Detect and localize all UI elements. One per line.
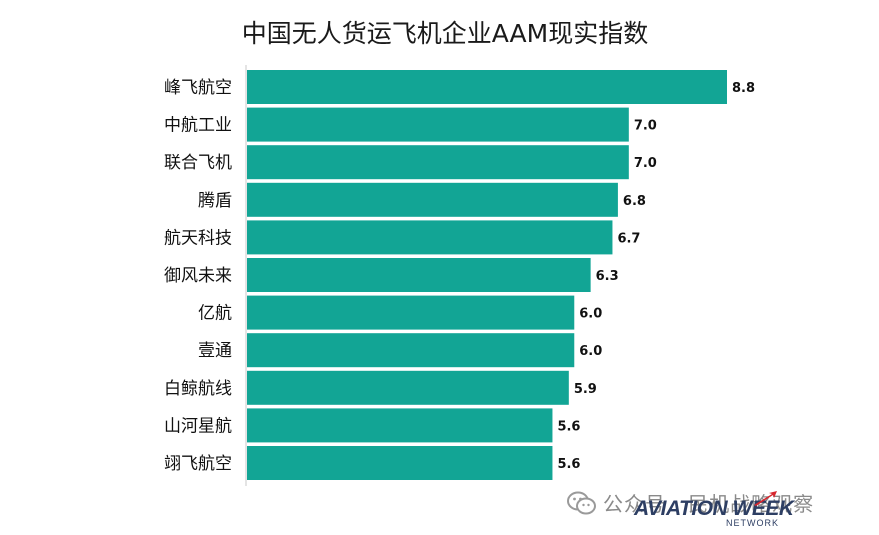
bar-group: 峰飞航空 8.8 中航工业 7.0 联合飞机 7.0 腾盾 6.8 航天科技 6.7 御风未来 6.3… (164, 70, 755, 480)
category-label: 腾盾 (198, 191, 232, 211)
bar-4 (247, 182, 618, 217)
value-label: 5.6 (557, 419, 580, 434)
value-label: 7.0 (634, 156, 657, 171)
category-label: 山河星航 (164, 416, 232, 436)
category-label: 联合飞机 (164, 153, 232, 173)
value-label: 6.0 (579, 344, 602, 359)
bar-3 (247, 145, 629, 180)
logo-sub-text: NETWORK (726, 518, 779, 528)
category-label: 峰飞航空 (164, 78, 232, 98)
category-label: 亿航 (198, 304, 232, 324)
bar-7 (247, 295, 575, 330)
wechat-watermark: 公众号 · 民机战略观察 (567, 488, 814, 517)
wechat-icon (567, 491, 596, 514)
bar-11 (247, 446, 553, 480)
value-label: 5.9 (574, 382, 597, 397)
value-label: 7.0 (634, 119, 657, 134)
value-label: 6.7 (617, 231, 640, 246)
value-label: 6.0 (579, 307, 602, 322)
category-label: 御风未来 (164, 266, 232, 286)
chart-title: 中国无人货运飞机企业AAM现实指数 (242, 19, 648, 48)
category-label: 壹通 (198, 341, 232, 361)
value-label: 6.3 (596, 269, 619, 284)
bar-1 (247, 70, 727, 104)
bar-5 (247, 220, 613, 255)
value-label: 5.6 (557, 457, 580, 472)
bar-8 (247, 333, 575, 368)
bar-2 (247, 107, 629, 142)
aviation-week-logo: AVIATION WEEK NETWORK (634, 491, 794, 528)
value-label: 8.8 (732, 81, 755, 96)
bar-10 (247, 408, 553, 443)
category-label: 白鲸航线 (164, 379, 232, 399)
watermark-text: 公众号 · 民机战略观察 (603, 492, 815, 516)
category-label: 翊飞航空 (164, 454, 232, 474)
logo-main-text: AVIATION WEEK (634, 497, 794, 520)
value-label: 6.8 (623, 194, 646, 209)
bar-9 (247, 370, 569, 405)
bar-6 (247, 258, 591, 292)
logo-arrow-icon (754, 491, 777, 506)
category-label: 航天科技 (164, 228, 232, 248)
category-label: 中航工业 (164, 116, 232, 136)
